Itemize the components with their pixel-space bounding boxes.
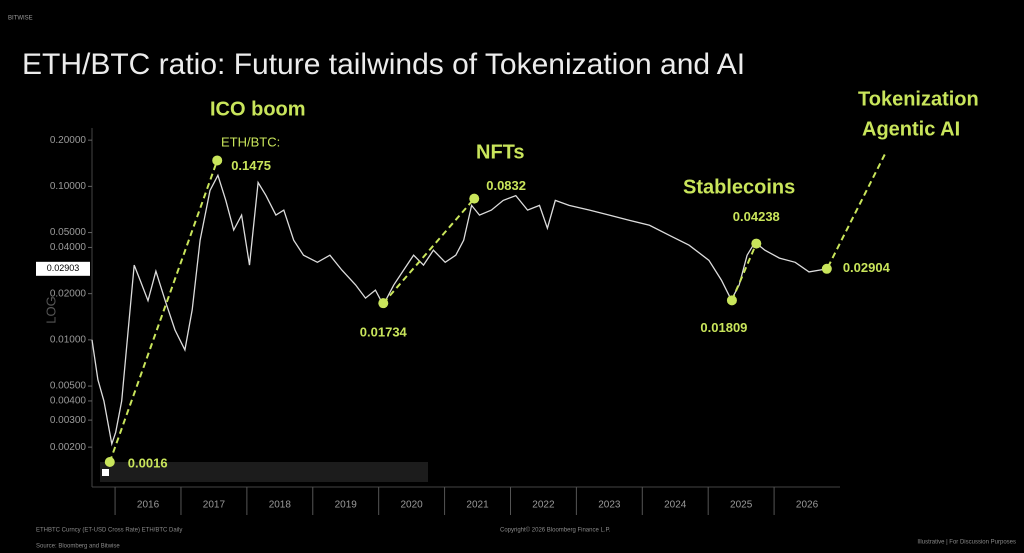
footer: Illustrative | For Discussion Purposes: [917, 540, 1016, 546]
callout: NFTs: [476, 141, 525, 163]
x-tick-label: 2026: [796, 500, 819, 511]
annotation-point: [726, 295, 737, 306]
callout: Tokenization: [858, 88, 979, 110]
annotation-label: 0.01809: [700, 320, 747, 335]
y-tick-label: 0.00500: [50, 381, 87, 392]
annotation-point: [821, 263, 832, 274]
annotation-label: 0.0016: [128, 455, 168, 470]
x-tick-label: 2017: [203, 500, 226, 511]
trend-line: [108, 160, 219, 463]
annotation-label: 0.01734: [360, 325, 408, 340]
footer: Copyright© 2026 Bloomberg Finance L.P.: [500, 527, 611, 534]
y-tick-label: 0.01000: [50, 334, 87, 345]
annotation-label: 0.02904: [843, 260, 891, 275]
x-tick-label: 2018: [269, 500, 292, 511]
y-tick-label: 0.00300: [50, 415, 87, 426]
annotation-label: 0.0832: [486, 178, 526, 193]
price-line: [91, 173, 827, 447]
y-tick-label: 0.00400: [50, 396, 87, 407]
annotation-point: [104, 457, 115, 468]
y-tick-label: 0.02000: [50, 288, 87, 299]
brand: BITWISE: [8, 16, 33, 22]
y-tick-label: 0.20000: [50, 135, 87, 146]
trend-line: [731, 243, 758, 301]
x-tick-label: 2016: [137, 500, 160, 511]
x-tick-label: 2022: [532, 500, 555, 511]
callout: ICO boom: [210, 98, 306, 120]
footer: Source: Bloomberg and Bitwise: [36, 544, 120, 550]
x-tick-label: 2025: [730, 500, 753, 511]
y-tick-label: 0.04000: [50, 242, 87, 253]
annotation-label: 0.04238: [733, 209, 780, 224]
callout: ETH/BTC:: [221, 134, 280, 149]
annotation-point: [212, 155, 223, 166]
last-value-box: [36, 261, 90, 276]
x-tick-label: 2021: [466, 500, 489, 511]
x-tick-label: 2020: [401, 500, 424, 511]
y-tick-label: 0.00200: [50, 442, 87, 453]
future-trend: [827, 151, 887, 268]
y-tick-label: 0.10000: [50, 181, 87, 192]
annotation-point: [751, 238, 762, 249]
x-tick-label: 2019: [335, 500, 358, 511]
y-axis-label: LOG: [43, 296, 58, 323]
last-value-label: 0.02903: [47, 263, 80, 273]
y-tick-label: 0.05000: [50, 227, 87, 238]
annotation-point: [378, 298, 389, 309]
annotation-point: [469, 193, 480, 204]
footer: ETHBTC Curncy (ET-USD Cross Rate) ETH/BT…: [36, 528, 182, 534]
callout: Agentic AI: [862, 118, 960, 140]
callout: Stablecoins: [683, 176, 795, 198]
trend-line: [382, 197, 475, 304]
chart-title: ETH/BTC ratio: Future tailwinds of Token…: [22, 48, 745, 81]
range-bar: [100, 462, 428, 482]
annotation-label: 0.1475: [231, 158, 271, 173]
range-handle: [102, 469, 109, 476]
x-tick-label: 2023: [598, 500, 621, 511]
x-tick-label: 2024: [664, 500, 687, 511]
